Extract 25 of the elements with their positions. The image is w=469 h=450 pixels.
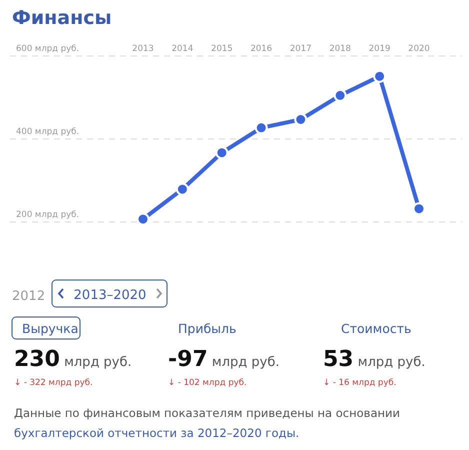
x-tick-label: 2016 [250,44,272,54]
x-tick-label: 2019 [368,44,390,54]
x-tick-label: 2020 [408,44,430,54]
text: Данные по финансовым показателям приведены на основании [14,406,400,420]
text: Прибыль [178,321,236,336]
chart-title: Финансы [12,7,112,29]
y-tick-label: 200 млрд руб. [16,210,80,220]
text: ↓ - 322 млрд руб. [14,378,93,388]
text: ↓ - 102 млрд руб. [168,378,247,388]
text: бухгалтерской отчетности за 2012–2020 годы. [14,426,300,440]
y-tick-label: 400 млрд руб. [16,127,80,137]
text: 2013–2020 [74,288,146,303]
x-tick-label: 2014 [172,44,194,54]
x-tick-label: 2013 [132,44,154,54]
text: -97 млрд руб. [168,347,280,372]
text: Стоимость [341,321,412,336]
x-tick-label: 2017 [290,44,312,54]
text: 53 млрд руб. [323,347,426,372]
text: 2012 [12,289,46,304]
text: ↓ - 16 млрд руб. [323,378,396,388]
x-tick-label: 2015 [211,44,233,54]
y-tick-label: 600 млрд руб. [16,44,80,54]
text: 230 млрд руб. [14,347,132,372]
text: Выручка [22,321,78,336]
x-tick-label: 2018 [329,44,351,54]
